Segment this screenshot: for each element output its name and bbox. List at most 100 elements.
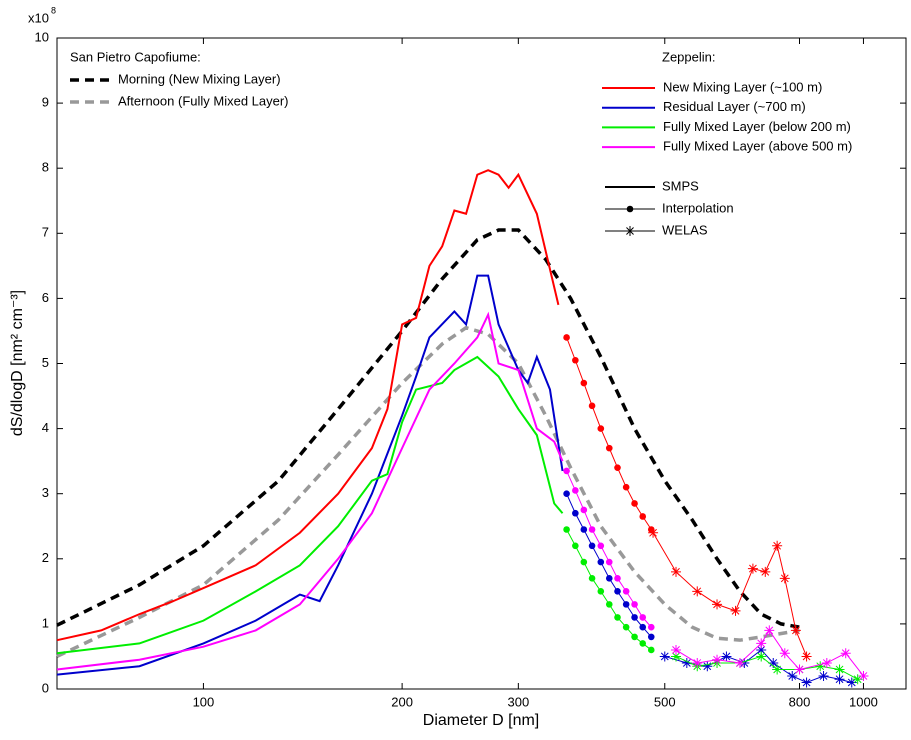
interpolation-point xyxy=(563,467,570,475)
welas-point xyxy=(846,677,857,688)
interpolation-point xyxy=(588,526,596,533)
interpolation-point xyxy=(605,601,613,608)
interpolation-point xyxy=(622,588,630,595)
y-tick-label: 5 xyxy=(42,355,49,370)
legend-title: Zeppelin: xyxy=(662,49,715,64)
welas-point xyxy=(794,664,805,675)
y-tick-label: 8 xyxy=(42,160,49,175)
x-tick-label: 200 xyxy=(391,694,413,709)
interpolation-point xyxy=(622,601,630,608)
series-line xyxy=(664,649,852,684)
welas-point xyxy=(692,586,703,597)
welas-point xyxy=(790,625,801,636)
interpolation-point xyxy=(597,558,605,566)
legend-label: Morning (New Mixing Layer) xyxy=(118,71,281,86)
welas-point xyxy=(818,670,829,681)
legend-title: San Pietro Capofiume: xyxy=(70,49,201,64)
interpolation-point xyxy=(639,640,647,647)
interpolation-point xyxy=(639,614,647,621)
welas-point xyxy=(834,674,845,685)
welas-point xyxy=(801,651,812,662)
y-tick-label: 6 xyxy=(42,290,49,305)
interpolation-point xyxy=(605,575,613,582)
welas-point xyxy=(779,648,790,659)
welas-point xyxy=(858,670,869,681)
welas-point xyxy=(681,657,692,668)
interpolation-point xyxy=(631,633,638,641)
interpolation-point xyxy=(647,646,655,654)
welas-point xyxy=(721,651,732,662)
series-line xyxy=(56,274,564,676)
interpolation-point xyxy=(572,487,579,494)
interpolation-point xyxy=(605,444,613,452)
welas-point xyxy=(834,664,845,675)
series-line xyxy=(675,655,858,680)
interpolation-point xyxy=(563,334,570,341)
welas-point xyxy=(801,677,812,688)
interpolation-point xyxy=(614,464,621,471)
interpolation-point xyxy=(614,588,621,595)
x-tick-label: 100 xyxy=(193,694,215,709)
series-line xyxy=(56,228,800,629)
interpolation-point xyxy=(631,614,638,621)
welas-point xyxy=(734,657,745,668)
interpolation-point xyxy=(572,509,579,517)
welas-point xyxy=(730,605,741,616)
welas-point xyxy=(747,563,758,574)
welas-point xyxy=(659,651,670,662)
interpolation-point xyxy=(572,542,579,550)
interpolation-point xyxy=(614,575,621,582)
welas-point xyxy=(772,540,783,551)
legend-label: Fully Mixed Layer (below 200 m) xyxy=(663,119,851,134)
interpolation-point xyxy=(588,575,596,582)
welas-point xyxy=(779,573,790,584)
series-line xyxy=(56,355,564,655)
interpolation-point xyxy=(563,490,570,498)
welas-point xyxy=(648,527,659,538)
series-line xyxy=(56,311,564,671)
interpolation-point xyxy=(580,506,588,514)
interpolation-point xyxy=(580,558,588,566)
series-line xyxy=(56,325,800,659)
legend-label: Fully Mixed Layer (above 500 m) xyxy=(663,139,852,154)
interpolation-point xyxy=(647,623,655,631)
interpolation-point xyxy=(597,588,605,595)
interpolation-point xyxy=(614,614,621,621)
welas-point xyxy=(702,661,713,672)
legend-label: WELAS xyxy=(662,222,708,237)
interpolation-point xyxy=(572,356,579,364)
interpolation-point xyxy=(639,623,647,631)
welas-point xyxy=(712,654,723,665)
welas-point xyxy=(772,664,783,675)
interpolation-point xyxy=(597,425,605,432)
interpolation-point xyxy=(597,542,605,550)
interpolation-point xyxy=(639,513,647,520)
welas-point xyxy=(764,625,775,636)
series-line xyxy=(56,169,560,642)
y-tick-label: 7 xyxy=(42,225,49,240)
interpolation-point xyxy=(580,526,588,533)
interpolation-point xyxy=(580,379,588,387)
welas-point xyxy=(768,657,779,668)
x-tick-label: 1000 xyxy=(849,694,878,709)
welas-point xyxy=(756,638,767,649)
welas-point xyxy=(852,674,863,685)
welas-point xyxy=(821,657,832,668)
interpolation-point xyxy=(563,526,570,533)
series-line xyxy=(566,529,652,651)
legend-label: New Mixing Layer (~100 m) xyxy=(663,79,822,94)
x-tick-label: 300 xyxy=(507,694,529,709)
series-line xyxy=(652,532,808,657)
interpolation-point xyxy=(622,623,630,631)
legend-marker xyxy=(626,205,634,213)
interpolation-point xyxy=(622,483,630,491)
legend-label: SMPS xyxy=(662,178,699,193)
y-tick-label: 0 xyxy=(42,680,49,695)
legend-label: Afternoon (Fully Mixed Layer) xyxy=(118,93,289,108)
welas-point xyxy=(815,661,826,672)
plot-frame xyxy=(56,37,907,690)
interpolation-point xyxy=(631,500,638,507)
interpolation-point xyxy=(605,558,613,566)
y-tick-label: 4 xyxy=(42,420,49,435)
welas-point xyxy=(671,651,682,662)
